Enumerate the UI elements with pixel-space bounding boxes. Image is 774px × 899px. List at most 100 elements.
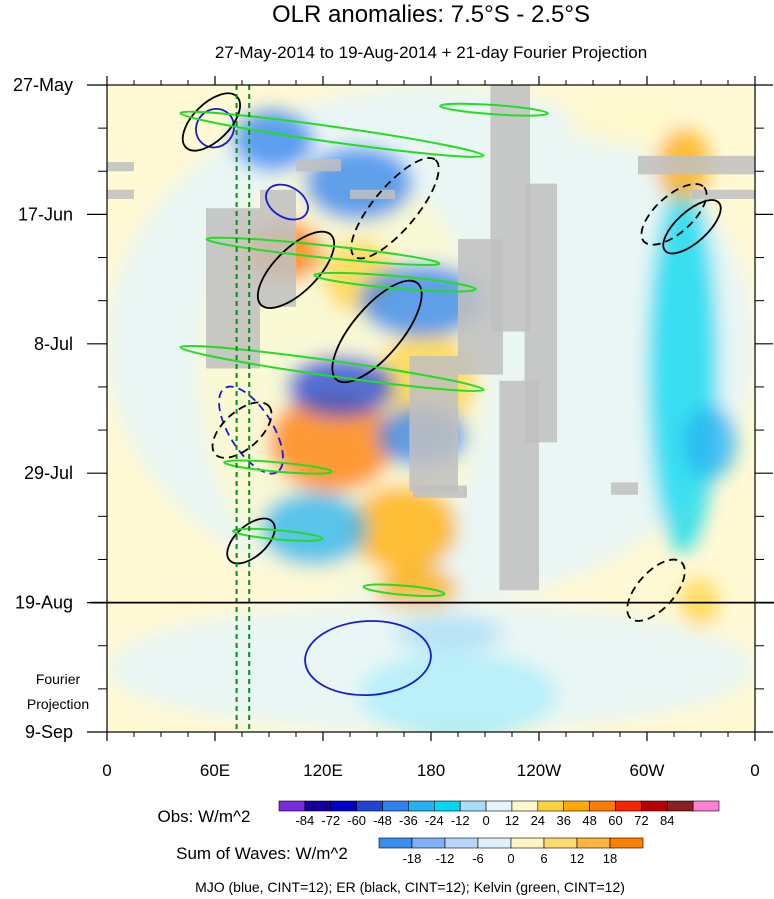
colorbar-tick-label: -84: [295, 813, 314, 828]
missing-data-segment: [458, 239, 503, 375]
missing-data-segment: [611, 482, 638, 495]
wave-legend-annotation: MJO (blue, CINT=12); ER (black, CINT=12)…: [195, 879, 625, 895]
colorbar-tick-label: 18: [603, 851, 617, 866]
wave-contour-mjo: [265, 183, 309, 221]
colorbar-swatch: [576, 837, 611, 849]
colorbar-tick-label: -12: [451, 813, 470, 828]
wave-contour-kelvin: [179, 344, 485, 393]
colorbar-tick-label: -6: [472, 851, 484, 866]
colorbar-tick-label: 84: [660, 813, 674, 828]
chart-title: OLR anomalies: 7.5°S - 2.5°S: [272, 1, 590, 28]
missing-data-segment: [692, 189, 755, 199]
colorbar-swatch: [666, 800, 694, 812]
anomaly-blob: [260, 491, 368, 566]
colorbar-tick-label: 6: [540, 851, 547, 866]
missing-data-segment: [350, 189, 395, 199]
wave-contour-kelvin: [439, 102, 549, 117]
colorbar-tick-label: 12: [570, 851, 584, 866]
colorbar-tick-label: 60: [608, 813, 622, 828]
colorbar-swatch: [537, 800, 565, 812]
colorbar-swatch: [511, 800, 539, 812]
colorbar-tick-label: 48: [582, 813, 596, 828]
wave-contour-mjo: [304, 620, 432, 697]
x-tick-label: 0: [750, 761, 759, 780]
wave-contour-layer: [179, 92, 722, 697]
missing-data-segment: [206, 208, 260, 369]
colorbar-swatch: [692, 800, 720, 812]
wave-contour-er: [662, 199, 722, 255]
y-tick-label: 27-May: [13, 75, 73, 95]
colorbar-swatch: [378, 837, 413, 849]
anomaly-blob: [269, 393, 395, 492]
wave-contour-er: [211, 401, 273, 459]
colorbar-swatch: [615, 800, 642, 812]
obs-colorbar-label: Obs: W/m^2: [158, 807, 251, 826]
colorbar-swatch: [477, 837, 512, 849]
wave-contour-kelvin: [223, 459, 333, 475]
anomaly-blob: [233, 109, 314, 172]
wave-contour-er: [256, 230, 336, 309]
anomaly-blob: [395, 614, 503, 652]
x-tick-label: 120W: [517, 761, 561, 780]
x-tick-label: 120E: [303, 761, 343, 780]
wave-contour-mjo: [218, 385, 284, 475]
chart-subtitle: 27-May-2014 to 19-Aug-2014 + 21-day Four…: [215, 43, 647, 62]
anomaly-blob: [287, 356, 395, 418]
y-tick-label: 19-Aug: [15, 593, 73, 613]
colorbar-swatch: [510, 837, 545, 849]
anomaly-blob: [350, 485, 458, 572]
colorbar-swatch: [411, 837, 446, 849]
x-tick-label: 180: [417, 761, 445, 780]
missing-data-segment: [409, 356, 458, 492]
axis-layer: 0 60E 120E 180 120W 60W 0 27-May 17-Jun 8-Jul 29-J…: [13, 75, 773, 780]
colorbar-tick-label: -24: [425, 813, 444, 828]
missing-data-segment: [638, 155, 755, 175]
colorbar-tick-label: 36: [556, 813, 570, 828]
y-tick-label: 9-Sep: [25, 722, 73, 742]
y-tick-label: 17-Jun: [18, 204, 73, 224]
plot-area: [107, 85, 755, 732]
colorbar-swatch: [330, 800, 357, 812]
colorbar-tick-label: -48: [373, 813, 392, 828]
colorbar-tick-label: 0: [507, 851, 514, 866]
colorbar-swatch: [459, 800, 487, 812]
colorbar-swatch: [444, 837, 479, 849]
x-tick-label: 60W: [630, 761, 665, 780]
anomaly-blob: [107, 602, 755, 732]
colorbar-swatch: [485, 800, 513, 812]
colorbar-swatch: [278, 800, 306, 812]
anomaly-blob: [305, 146, 413, 221]
colorbar-swatch: [382, 800, 409, 812]
missing-data-segment: [296, 158, 341, 172]
projection-label-line1: Fourier: [36, 671, 81, 687]
missing-data-segment: [260, 189, 296, 307]
x-tick-label: 60E: [200, 761, 230, 780]
anomaly-blob: [683, 405, 737, 480]
colorbar-swatch: [408, 800, 435, 812]
wave-contour-mjo: [195, 107, 235, 149]
colorbar-swatch: [304, 800, 332, 812]
colorbar-tick-label: -18: [403, 851, 422, 866]
anomaly-blob: [566, 97, 674, 147]
wave-contour-kelvin: [179, 110, 485, 158]
wave-contour-kelvin: [232, 527, 324, 542]
colorbar-swatch: [356, 800, 383, 812]
y-tick-label: 29-Jul: [24, 463, 73, 483]
colorbar-swatch: [563, 800, 590, 812]
colorbar-tick-label: 12: [505, 813, 519, 828]
colorbar-tick-label: 24: [531, 813, 545, 828]
y-tick-label: 8-Jul: [34, 334, 73, 354]
wave-contour-kelvin: [313, 271, 477, 293]
waves-colorbar: -18 -12 -6 0 6 12 18: [378, 837, 644, 866]
wave-contour-er: [331, 279, 423, 384]
colorbar-swatch: [433, 800, 461, 812]
colorbar-swatch: [609, 837, 644, 849]
colorbar-swatch: [589, 800, 616, 812]
colorbar-tick-label: -72: [321, 813, 340, 828]
colorbar-tick-label: -60: [347, 813, 366, 828]
missing-data-segment: [107, 189, 134, 199]
projection-label-line2: Projection: [27, 696, 89, 712]
wave-contour-kelvin: [205, 236, 441, 267]
wave-contour-kelvin: [362, 583, 446, 598]
